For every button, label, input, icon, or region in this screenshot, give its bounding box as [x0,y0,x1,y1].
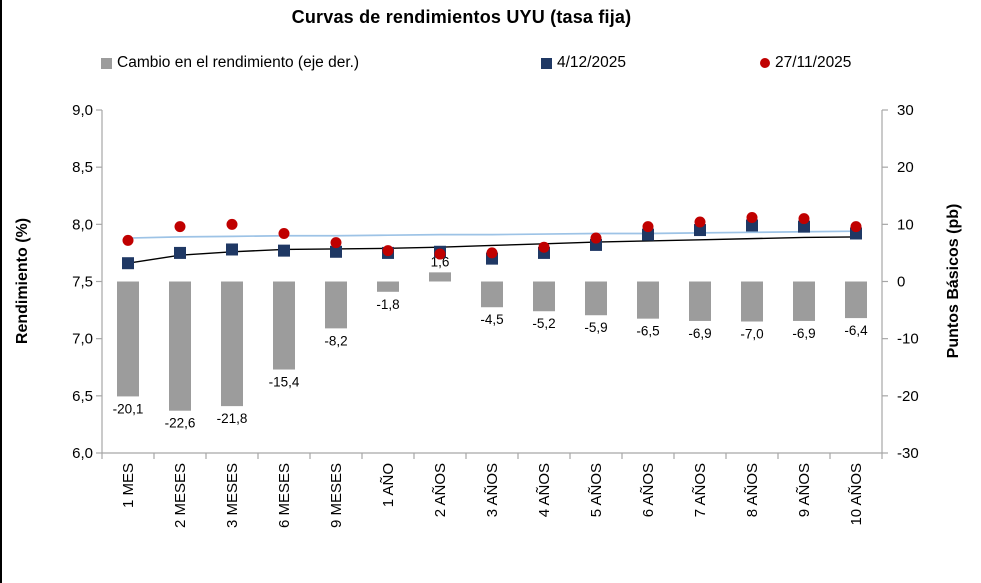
svg-text:10 AÑOS: 10 AÑOS [848,463,865,526]
svg-text:3 MESES: 3 MESES [224,463,241,528]
svg-text:7 AÑOS: 7 AÑOS [692,463,709,517]
axes: 9,0 8,5 8,0 7,5 7,0 6,5 6,0 30 20 10 0 -10 -20 -30 [72,102,919,462]
svg-text:8,0: 8,0 [72,216,93,233]
smooth-line-light-blue [127,230,857,239]
svg-text:2 MESES: 2 MESES [172,463,189,528]
bars-series [117,272,867,411]
legend-label: 4/12/2025 [557,54,626,71]
svg-text:10: 10 [897,216,914,233]
circle-marker-icon [760,58,770,68]
svg-text:8 AÑOS: 8 AÑOS [744,463,761,517]
category-labels: 1 MES 2 MESES 3 MESES 6 MESES 9 MESES 1 AÑO 2 … [120,463,865,528]
svg-text:-10: -10 [897,331,919,348]
legend-item-cambio: Cambio en el rendimiento (eje der.) [101,52,359,74]
svg-text:0: 0 [897,274,905,291]
svg-text:6 MESES: 6 MESES [276,463,293,528]
svg-text:3 AÑOS: 3 AÑOS [484,463,501,517]
svg-text:-6,5: -6,5 [636,324,659,339]
legend-item-4-12-2025: 4/12/2025 [541,52,626,74]
svg-text:-5,2: -5,2 [532,316,555,331]
svg-text:-6,4: -6,4 [844,323,868,338]
svg-text:1,6: 1,6 [431,254,450,269]
svg-text:-8,2: -8,2 [324,333,347,348]
svg-text:-4,5: -4,5 [480,312,503,327]
svg-text:-30: -30 [897,445,919,462]
svg-text:5 AÑOS: 5 AÑOS [588,463,605,517]
svg-text:4 AÑOS: 4 AÑOS [536,463,553,517]
svg-text:-15,4: -15,4 [269,375,300,390]
square-marker-icon [541,57,552,69]
bar-swatch-icon [101,57,112,69]
series-27-11-2025 [122,211,862,260]
svg-text:1 MES: 1 MES [120,463,137,508]
svg-text:-20: -20 [897,388,919,405]
svg-text:-7,0: -7,0 [740,327,763,342]
svg-text:-20,1: -20,1 [113,401,144,416]
svg-text:6,0: 6,0 [72,445,93,462]
svg-text:9 AÑOS: 9 AÑOS [796,463,813,517]
svg-text:20: 20 [897,159,914,176]
svg-text:6,5: 6,5 [72,388,93,405]
svg-text:9 MESES: 9 MESES [328,463,345,528]
svg-text:6 AÑOS: 6 AÑOS [640,463,657,517]
svg-text:-6,9: -6,9 [688,326,711,341]
svg-text:7,5: 7,5 [72,274,93,291]
svg-text:1 AÑO: 1 AÑO [380,463,397,507]
svg-text:-6,9: -6,9 [792,326,815,341]
svg-text:-5,9: -5,9 [584,320,607,335]
svg-text:2 AÑOS: 2 AÑOS [432,463,449,517]
chart-legend: Cambio en el rendimiento (eje der.) 4/12… [2,52,981,74]
svg-text:9,0: 9,0 [72,102,93,119]
svg-text:-21,8: -21,8 [217,411,248,426]
svg-text:7,0: 7,0 [72,331,93,348]
svg-text:-22,6: -22,6 [165,416,196,431]
legend-label: 27/11/2025 [775,54,852,71]
svg-text:-1,8: -1,8 [376,297,399,312]
bar-value-labels: -20,1 -22,6 -21,8 -15,4 -8,2 -1,8 1,6 -4,5 -5,2 -… [113,254,869,430]
svg-text:8,5: 8,5 [72,159,93,176]
svg-text:30: 30 [897,102,914,119]
smooth-line-black [127,236,857,264]
legend-item-27-11-2025: 27/11/2025 [760,52,851,74]
chart-title: Curvas de rendimientos UYU (tasa fija) [291,7,632,27]
legend-label: Cambio en el rendimiento (eje der.) [117,54,360,71]
